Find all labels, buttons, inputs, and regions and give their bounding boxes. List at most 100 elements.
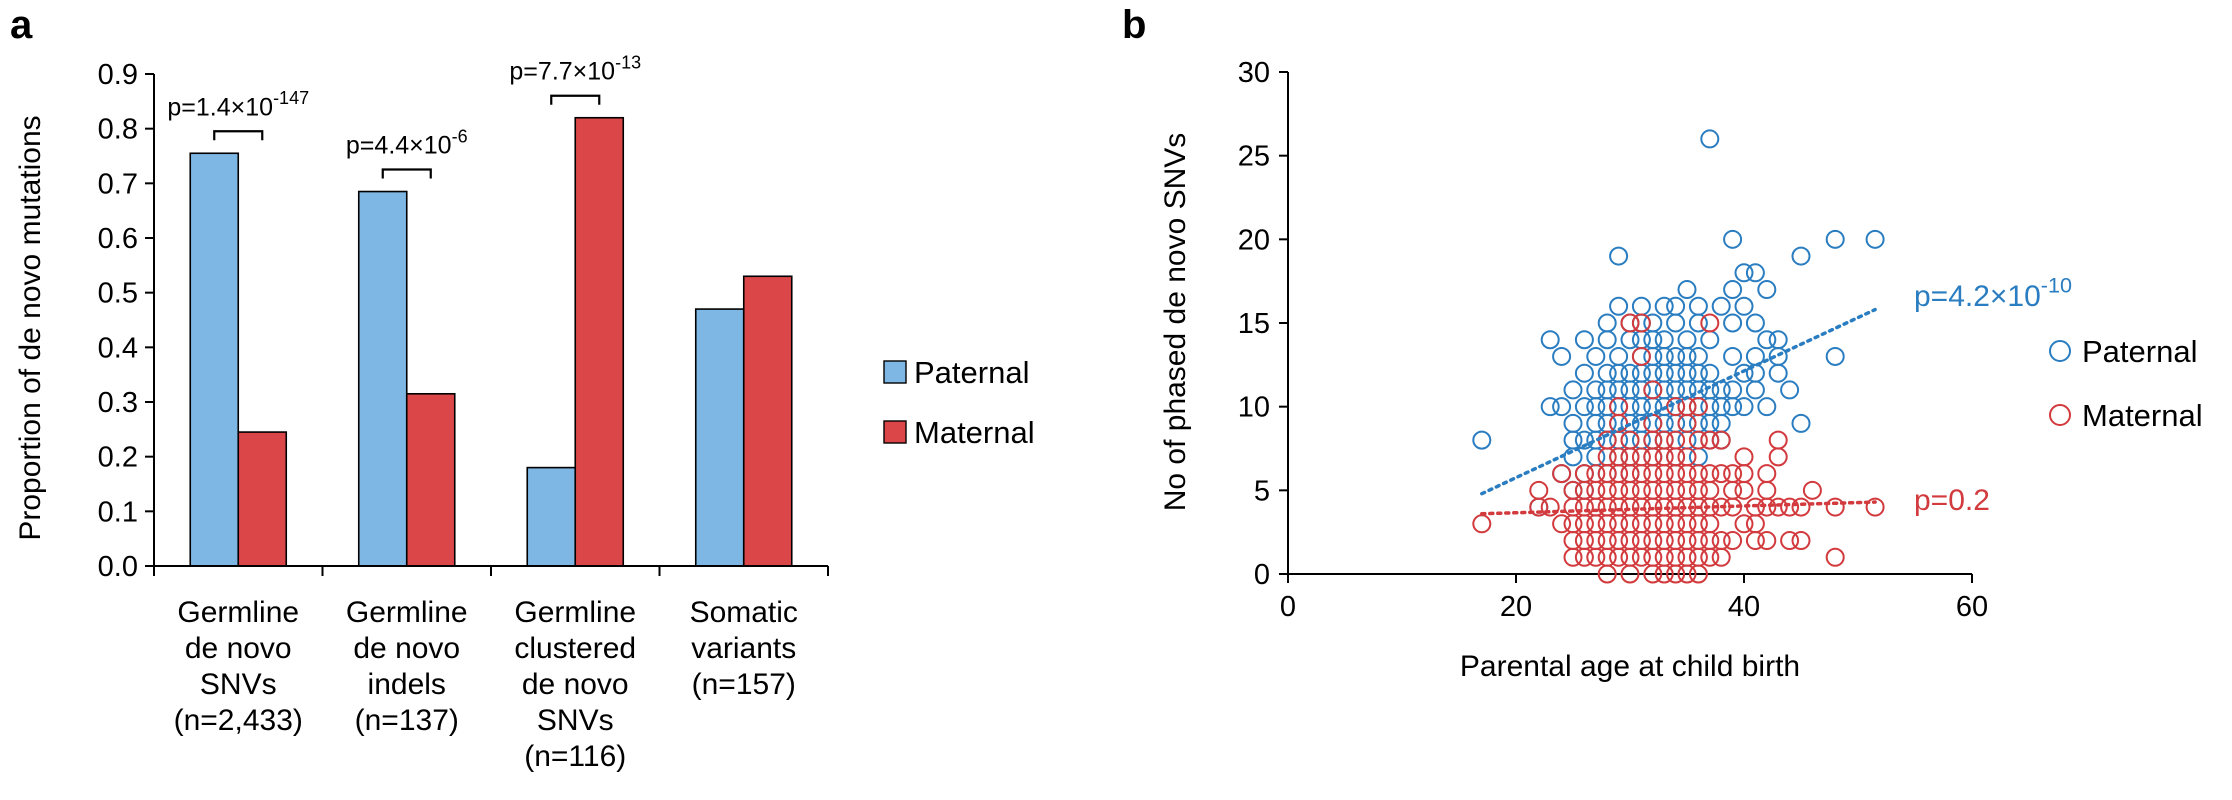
category-label: Germline [514, 596, 636, 629]
category-label: Somatic [690, 596, 798, 629]
y-tick-label: 0.3 [98, 387, 138, 419]
point-maternal [1825, 497, 1845, 517]
p-value-label: p=4.4×10-6 [346, 126, 468, 159]
point-maternal [1711, 464, 1731, 484]
point-maternal [1666, 430, 1686, 450]
panel-label-b: b [1122, 3, 1146, 47]
legend-label: Maternal [2082, 398, 2203, 433]
point-maternal [1768, 497, 1788, 517]
point-paternal [1666, 346, 1686, 366]
point-paternal [1734, 296, 1754, 316]
point-maternal [1609, 447, 1629, 467]
point-paternal [1825, 346, 1845, 366]
x-tick-label: 0 [1280, 591, 1296, 623]
y-tick-label: 30 [1238, 57, 1270, 89]
point-paternal [1768, 330, 1788, 350]
point-maternal [1734, 447, 1754, 467]
point-paternal [1586, 397, 1606, 417]
point-maternal [1768, 430, 1788, 450]
point-paternal [1552, 397, 1572, 417]
p-value-annotations: p=4.2×10-10 p=0.2 [1914, 273, 2072, 518]
category-label: (n=116) [524, 740, 626, 773]
legend-label: Paternal [2082, 334, 2197, 369]
point-maternal [1865, 497, 1885, 517]
point-maternal [1654, 430, 1674, 450]
point-paternal [1472, 430, 1492, 450]
category-label: (n=157) [692, 668, 796, 701]
point-paternal [1723, 280, 1743, 300]
bar-maternal-2 [574, 116, 625, 567]
y-tick-label: 20 [1238, 224, 1270, 256]
y-tick-label: 0.7 [98, 168, 138, 200]
point-paternal [1609, 296, 1629, 316]
significance-bracket [213, 130, 264, 141]
p-value-label-base: p=4.4×10 [346, 132, 452, 160]
x-tick-label: 40 [1728, 591, 1760, 623]
legend-marker-maternal [2049, 404, 2071, 426]
point-maternal [1563, 480, 1583, 500]
p-value-label-exponent: -13 [615, 52, 641, 72]
point-maternal [1586, 464, 1606, 484]
point-paternal [1791, 413, 1811, 433]
point-maternal [1734, 464, 1754, 484]
point-maternal [1540, 497, 1560, 517]
p-value-paternal: p=4.2×10-10 [1914, 273, 2072, 314]
point-maternal [1631, 313, 1651, 333]
point-paternal [1574, 397, 1594, 417]
point-paternal [1757, 280, 1777, 300]
p-value-paternal-base: p=4.2×10 [1914, 280, 2041, 313]
point-paternal [1654, 330, 1674, 350]
point-paternal [1597, 313, 1617, 333]
point-maternal [1552, 514, 1572, 534]
y-tick-label: 0 [1254, 559, 1270, 591]
point-maternal [1472, 514, 1492, 534]
trend-lines [1480, 307, 1877, 516]
bar-maternal-1 [405, 392, 456, 567]
point-paternal [1677, 330, 1697, 350]
point-maternal [1700, 430, 1720, 450]
point-paternal [1745, 263, 1765, 283]
category-label: Germline [177, 596, 299, 629]
point-maternal [1609, 397, 1629, 417]
point-paternal [1825, 229, 1845, 249]
point-paternal [1540, 397, 1560, 417]
point-paternal [1620, 363, 1640, 383]
point-maternal [1780, 531, 1800, 551]
point-paternal [1574, 330, 1594, 350]
bar-paternal-3 [694, 308, 745, 567]
category-label: SNVs [200, 668, 277, 701]
category-label: de novo [353, 632, 460, 665]
point-paternal [1700, 363, 1720, 383]
point-paternal [1711, 413, 1731, 433]
point-maternal [1825, 547, 1845, 567]
point-paternal [1586, 346, 1606, 366]
point-paternal [1865, 229, 1885, 249]
bar-paternal-0 [189, 152, 240, 567]
y-axis-label: No of phased de novo SNVs [1159, 133, 1192, 512]
y-tick-label: 15 [1238, 308, 1270, 340]
point-paternal [1723, 313, 1743, 333]
category-label: indels [368, 668, 446, 701]
point-paternal [1700, 129, 1720, 149]
point-paternal [1552, 346, 1572, 366]
point-maternal [1688, 430, 1708, 450]
point-maternal [1688, 464, 1708, 484]
panel-label-a: a [10, 3, 33, 47]
point-paternal [1688, 296, 1708, 316]
y-tick-labels: 0 5 10 15 20 25 30 [1238, 57, 1270, 591]
y-tick-label: 0.4 [98, 332, 138, 364]
point-paternal [1654, 296, 1674, 316]
point-maternal [1734, 480, 1754, 500]
bar-paternal-2 [526, 466, 577, 567]
point-maternal [1723, 531, 1743, 551]
point-paternal [1609, 246, 1629, 266]
p-value-label-exponent: -147 [273, 88, 309, 108]
y-tick-label: 0.5 [98, 278, 138, 310]
category-label: variants [691, 632, 796, 665]
y-tick-label: 25 [1238, 141, 1270, 173]
point-paternal [1745, 313, 1765, 333]
point-paternal [1700, 330, 1720, 350]
point-paternal [1711, 296, 1731, 316]
p-value-paternal-exponent: -10 [2041, 273, 2072, 298]
point-maternal [1631, 346, 1651, 366]
